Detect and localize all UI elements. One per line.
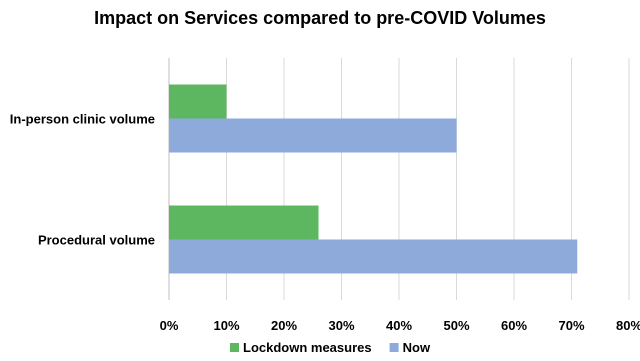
x-tick-label: 50% bbox=[443, 318, 469, 333]
x-tick-label: 10% bbox=[213, 318, 239, 333]
legend-label: Now bbox=[403, 340, 431, 355]
chart-title: Impact on Services compared to pre-COVID… bbox=[94, 8, 546, 28]
x-tick-label: 40% bbox=[386, 318, 412, 333]
x-tick-label: 80% bbox=[616, 318, 640, 333]
x-tick-label: 70% bbox=[558, 318, 584, 333]
legend: Lockdown measures Now bbox=[230, 340, 431, 355]
bar-now-0 bbox=[169, 118, 457, 153]
x-tick-label: 0% bbox=[160, 318, 179, 333]
legend-label: Lockdown measures bbox=[243, 340, 372, 355]
bar-lockdown-measures-1 bbox=[169, 205, 319, 240]
x-tick-labels: 0% 10% 20% 30% 40% 50% 60% 70% 80% bbox=[160, 318, 640, 333]
bar-lockdown-measures-0 bbox=[169, 84, 227, 119]
category-labels: In-person clinic volume Procedural volume bbox=[10, 112, 155, 248]
legend-swatch bbox=[389, 343, 399, 352]
x-tick-label: 20% bbox=[271, 318, 297, 333]
category-label: Procedural volume bbox=[38, 233, 155, 248]
bars bbox=[169, 84, 578, 274]
x-tick-label: 30% bbox=[328, 318, 354, 333]
bar-now-1 bbox=[169, 239, 578, 274]
x-tick-label: 60% bbox=[501, 318, 527, 333]
category-label: In-person clinic volume bbox=[10, 112, 155, 127]
legend-swatch bbox=[230, 343, 239, 352]
